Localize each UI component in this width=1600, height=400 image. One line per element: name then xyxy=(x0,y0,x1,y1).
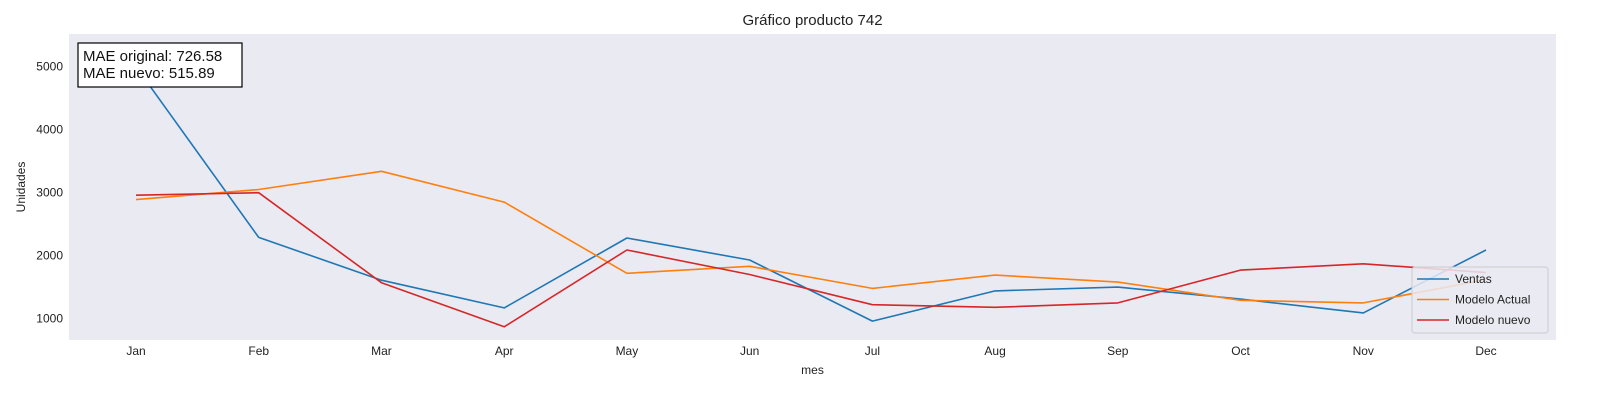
mae-nuevo-text: MAE nuevo: 515.89 xyxy=(83,65,215,82)
legend-box xyxy=(1411,266,1549,334)
x-tick-label: Jun xyxy=(740,344,759,358)
x-tick-label: Apr xyxy=(495,344,514,358)
x-tick-label: Nov xyxy=(1353,344,1374,358)
x-axis-label: mes xyxy=(801,363,824,377)
y-axis-label: Unidades xyxy=(14,162,28,213)
x-tick-label: Dec xyxy=(1475,344,1496,358)
x-tick-label: Feb xyxy=(248,344,269,358)
y-tick-label: 4000 xyxy=(36,123,63,137)
mae-original-text: MAE original: 726.58 xyxy=(83,48,222,65)
x-tick-label: Jan xyxy=(126,344,145,358)
x-tick-label: Mar xyxy=(371,344,392,358)
chart-title: Gráfico producto 742 xyxy=(742,12,882,29)
x-tick-label: May xyxy=(616,344,639,358)
y-tick-label: 1000 xyxy=(36,312,63,326)
legend: Ventas Modelo Actual Modelo nuevo xyxy=(1411,266,1549,334)
series-line-modelo-actual xyxy=(135,170,1487,304)
y-tick-label: 2000 xyxy=(36,249,63,263)
y-tick-label: 5000 xyxy=(36,60,63,74)
plot-area xyxy=(69,34,1556,340)
x-tick-label: Oct xyxy=(1231,344,1250,358)
x-tick-label: Sep xyxy=(1107,344,1129,358)
x-tick-label: Jul xyxy=(865,344,880,358)
y-axis-ticks: 1000 2000 3000 4000 5000 xyxy=(36,60,63,326)
y-tick-label: 3000 xyxy=(36,186,63,200)
legend-label: Ventas xyxy=(1455,272,1492,286)
mae-annotation-box: MAE original: 726.58 MAE nuevo: 515.89 xyxy=(77,42,243,88)
series-lines xyxy=(135,66,1487,328)
x-axis-ticks: Jan Feb Mar Apr May Jun Jul Aug Sep Oct Nov Dec xyxy=(126,344,1496,358)
legend-label: Modelo nuevo xyxy=(1455,313,1531,327)
x-tick-label: Aug xyxy=(984,344,1005,358)
series-line-modelo-nuevo xyxy=(135,191,1487,328)
annotation-box xyxy=(77,42,243,88)
legend-label: Modelo Actual xyxy=(1455,293,1530,307)
